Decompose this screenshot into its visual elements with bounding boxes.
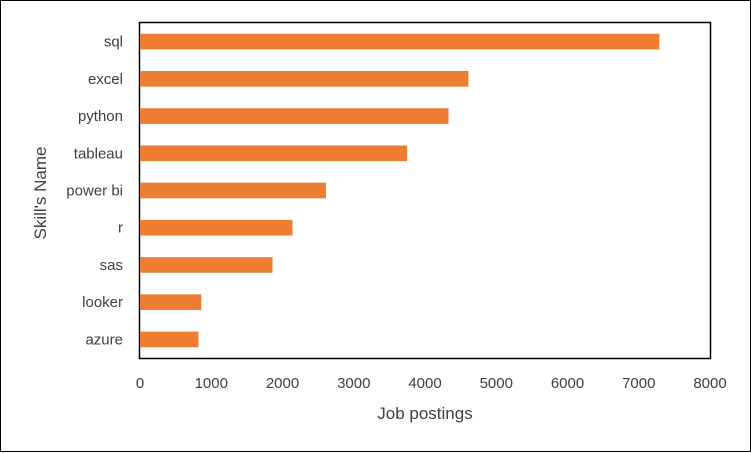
x-tick-label-7000: 7000 (622, 375, 655, 392)
bar-python (140, 108, 449, 124)
category-labels: sql excel python tableau power bi r sas looker a… (66, 34, 123, 349)
x-tick-label-1000: 1000 (195, 375, 228, 392)
category-label-looker: looker (82, 294, 123, 311)
x-tick-label-5000: 5000 (480, 375, 513, 392)
bar-tableau (140, 145, 408, 162)
bar-r (140, 219, 293, 236)
x-tick-label-3000: 3000 (337, 375, 370, 392)
x-tick-label-2000: 2000 (266, 375, 299, 392)
bar-power-bi (140, 182, 326, 199)
x-tick-label-8000: 8000 (693, 375, 726, 392)
category-label-sas: sas (100, 257, 123, 274)
category-label-sql: sql (104, 34, 123, 51)
category-label-power-bi: power bi (66, 183, 123, 200)
x-tick-labels: 0 1000 2000 3000 4000 5000 6000 7000 8000 (136, 375, 727, 392)
x-tick-label-4000: 4000 (408, 375, 441, 392)
y-axis-title: Skill's Name (31, 147, 50, 240)
bar-sql (140, 33, 660, 50)
bars-group (140, 33, 660, 348)
x-tick-label-6000: 6000 (551, 375, 584, 392)
category-label-azure: azure (85, 331, 123, 348)
bar-azure (140, 331, 199, 348)
x-axis-title: Job postings (377, 404, 472, 423)
bar-sas (140, 257, 273, 273)
category-label-tableau: tableau (74, 145, 123, 162)
category-label-r: r (118, 220, 123, 237)
bar-looker (140, 294, 202, 310)
bar-excel (140, 71, 469, 87)
category-label-excel: excel (88, 71, 123, 88)
x-tick-label-0: 0 (136, 375, 144, 392)
category-label-python: python (78, 108, 123, 125)
